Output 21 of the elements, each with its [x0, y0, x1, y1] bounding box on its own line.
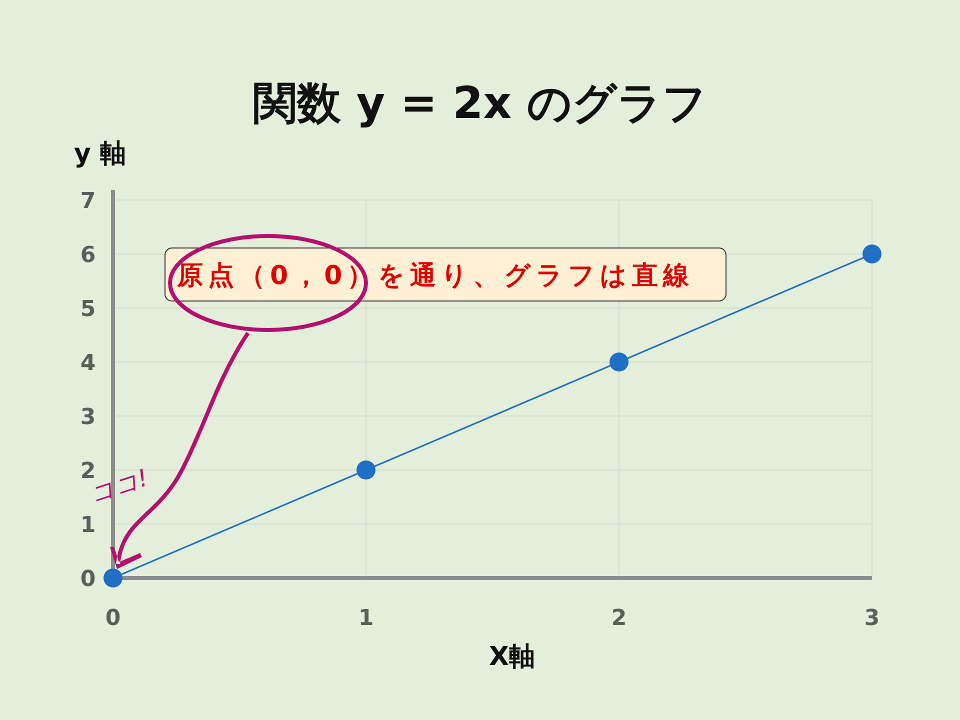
annotation: 原点（0，0）を通り、グラフは直線: [176, 261, 694, 291]
y-tick-label: 0: [80, 567, 96, 592]
y-tick-label: 5: [80, 297, 96, 322]
x-tick-label: 1: [358, 606, 374, 631]
x-axis-title: X軸: [488, 642, 536, 672]
x-tick-label: 0: [105, 606, 121, 631]
x-tick-label: 3: [864, 606, 880, 631]
y-tick-label: 4: [80, 351, 96, 376]
y-tick-label: 6: [80, 243, 96, 268]
point: [610, 352, 628, 372]
y-tick-label: 7: [80, 189, 96, 214]
y-tick-label: 2: [80, 459, 96, 484]
point: [356, 460, 376, 480]
y-axis-title: y 軸: [74, 139, 126, 169]
point: [862, 244, 882, 264]
x-tick-label: 2: [611, 606, 627, 631]
point: [104, 568, 122, 588]
chart-title: 関数 y = 2x のグラフ: [253, 78, 707, 129]
y-tick-label: 3: [80, 405, 96, 430]
annotation-box: 原点（0，0）を通り、グラフは直線: [164, 248, 726, 302]
y-tick-label: 1: [80, 513, 96, 538]
